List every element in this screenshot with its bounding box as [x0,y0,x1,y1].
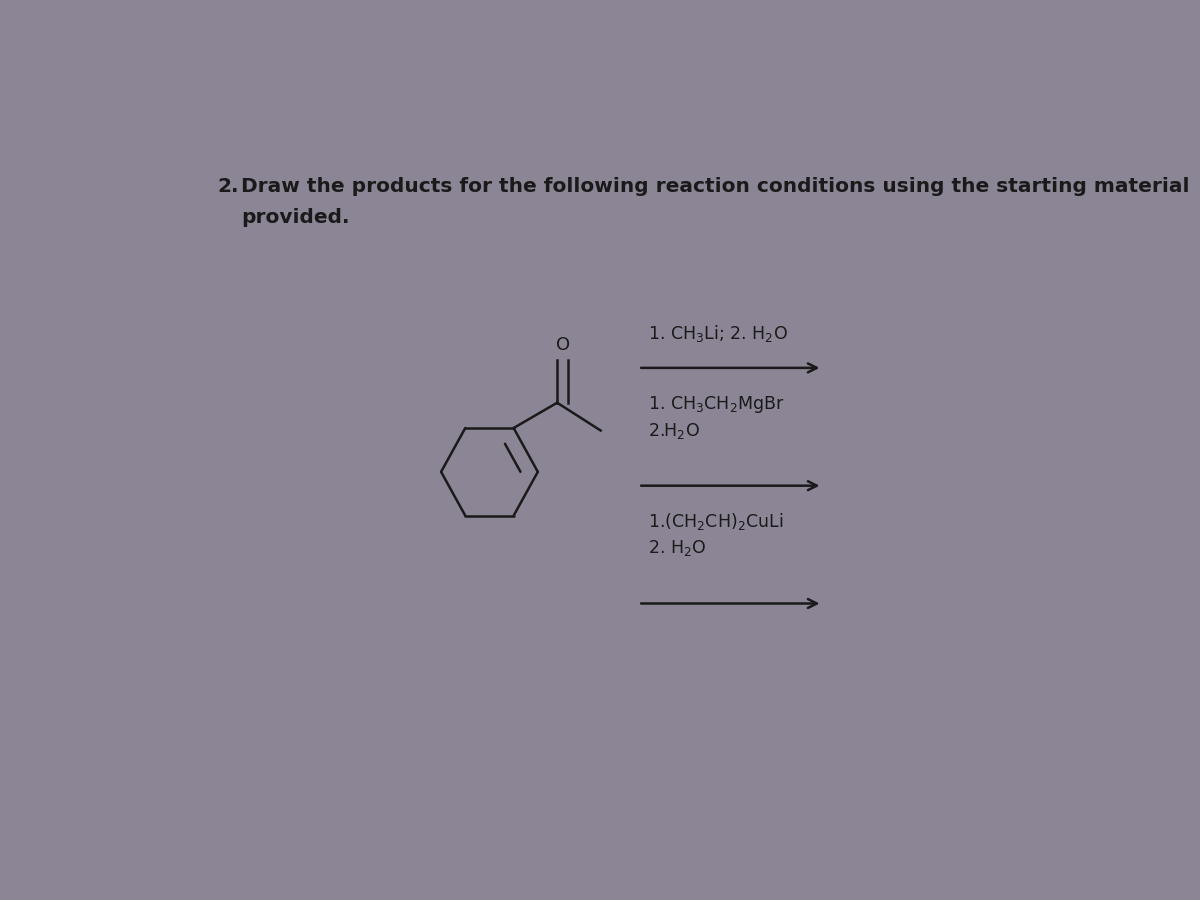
Text: 1. CH$_3$CH$_2$MgBr
2.H$_2$O: 1. CH$_3$CH$_2$MgBr 2.H$_2$O [648,393,784,441]
Text: 2.: 2. [217,177,239,196]
Text: provided.: provided. [241,209,349,228]
Text: O: O [556,337,570,355]
Text: 1.(CH$_2$CH)$_2$CuLi
2. H$_2$O: 1.(CH$_2$CH)$_2$CuLi 2. H$_2$O [648,511,782,558]
Text: 1. CH$_3$Li; 2. H$_2$O: 1. CH$_3$Li; 2. H$_2$O [648,322,787,344]
Text: Draw the products for the following reaction conditions using the starting mater: Draw the products for the following reac… [241,177,1189,196]
